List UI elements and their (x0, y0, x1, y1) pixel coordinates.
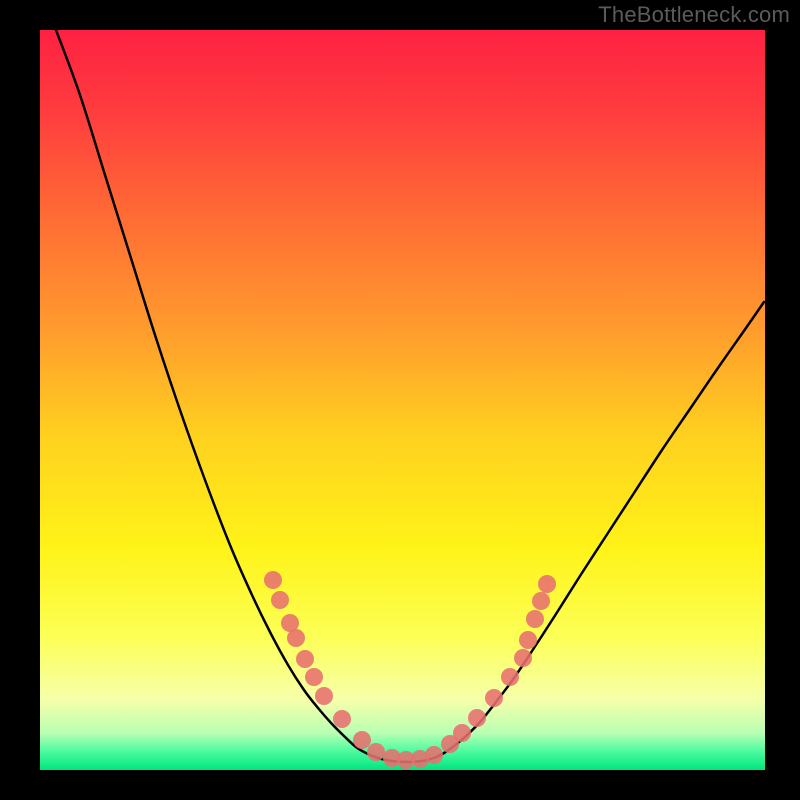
curve-marker (367, 743, 385, 761)
curve-marker (526, 610, 544, 628)
curve-marker (519, 631, 537, 649)
curve-marker (453, 724, 471, 742)
curve-marker (468, 709, 486, 727)
curve-marker (425, 746, 443, 764)
chart-svg (0, 0, 800, 800)
curve-marker (501, 668, 519, 686)
curve-marker (353, 731, 371, 749)
plot-background (40, 30, 765, 770)
curve-marker (305, 668, 323, 686)
curve-marker (485, 689, 503, 707)
curve-marker (333, 710, 351, 728)
watermark-text: TheBottleneck.com (598, 2, 790, 28)
curve-marker (271, 591, 289, 609)
curve-marker (514, 649, 532, 667)
curve-marker (264, 571, 282, 589)
chart-canvas: TheBottleneck.com (0, 0, 800, 800)
curve-marker (296, 650, 314, 668)
curve-marker (315, 687, 333, 705)
curve-marker (532, 592, 550, 610)
curve-marker (538, 575, 556, 593)
curve-marker (287, 629, 305, 647)
